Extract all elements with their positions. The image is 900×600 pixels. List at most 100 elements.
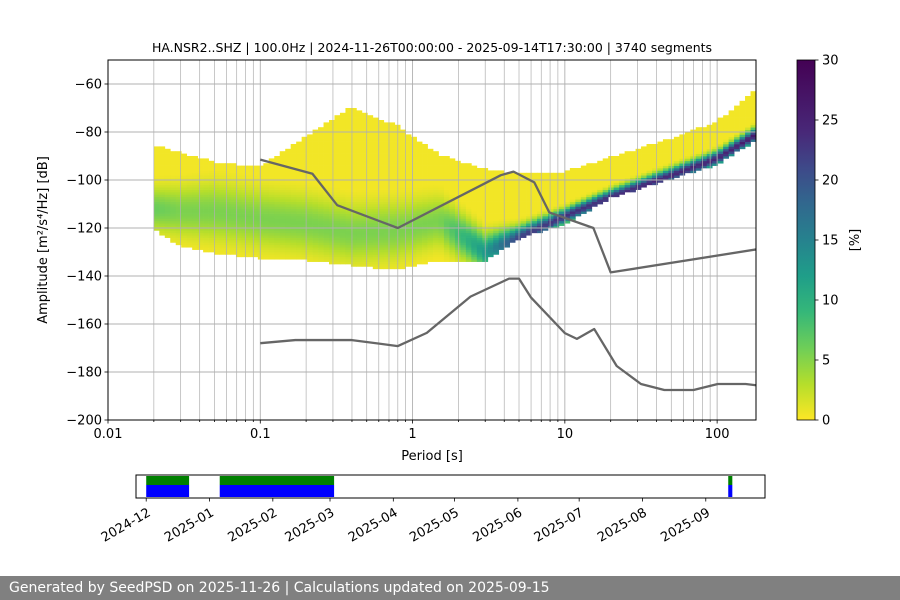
heatmap-cell — [411, 240, 417, 243]
heatmap-cell — [345, 220, 352, 224]
heatmap-cell — [175, 225, 182, 229]
heatmap-cell — [186, 158, 193, 162]
heatmap-cell — [203, 218, 209, 222]
heatmap-cell — [646, 165, 653, 169]
heatmap-cell — [378, 148, 385, 152]
heatmap-cell — [471, 206, 478, 210]
heatmap-cell — [285, 223, 292, 226]
heatmap-cell — [389, 235, 396, 238]
heatmap-cell — [279, 218, 286, 222]
heatmap-cell — [225, 165, 231, 169]
heatmap-cell — [449, 182, 456, 186]
heatmap-cell — [449, 225, 456, 229]
heatmap-cell — [662, 165, 669, 169]
heatmap-cell — [350, 110, 357, 114]
heatmap-cell — [723, 148, 729, 152]
heatmap-cell — [591, 192, 598, 195]
heatmap-cell — [252, 240, 259, 243]
heatmap-cell — [329, 146, 335, 150]
heatmap-cell — [515, 230, 521, 234]
heatmap-cell — [329, 225, 335, 229]
heatmap-cell — [307, 201, 313, 205]
heatmap-cell — [553, 204, 560, 207]
heatmap-cell — [219, 187, 226, 190]
heatmap-cell — [657, 170, 664, 174]
heatmap-cell — [290, 249, 297, 253]
heatmap-cell — [734, 146, 740, 150]
heatmap-cell — [476, 182, 483, 186]
heatmap-cell — [449, 180, 456, 183]
heatmap-cell — [339, 139, 346, 142]
heatmap-cell — [274, 199, 281, 202]
heatmap-cell — [635, 148, 642, 152]
heatmap-cell — [706, 158, 713, 162]
heatmap-cell — [339, 165, 346, 169]
heatmap-cell — [745, 117, 751, 121]
heatmap-cell — [230, 206, 237, 210]
heatmap-cell — [400, 153, 406, 157]
heatmap-cell — [235, 177, 242, 181]
coverage-date-ticks: 2024-12 2025-01 2025-02 2025-03 2025-04 2025-… — [99, 498, 713, 546]
heatmap-cell — [164, 218, 171, 222]
heatmap-cell — [701, 134, 708, 138]
heatmap-cell — [312, 211, 319, 214]
heatmap-cell — [504, 204, 511, 207]
heatmap-cell — [290, 180, 297, 183]
heatmap-cell — [433, 170, 439, 174]
heatmap-cell — [285, 237, 292, 241]
heatmap-cell — [657, 151, 664, 154]
heatmap-cell — [460, 223, 467, 226]
heatmap-cell — [411, 194, 417, 198]
heatmap-cell — [422, 165, 428, 169]
heatmap-cell — [208, 228, 215, 231]
heatmap-cell — [695, 165, 702, 169]
heatmap-cell — [564, 192, 571, 195]
heatmap-cell — [465, 196, 472, 200]
heatmap-cell — [454, 211, 461, 214]
heatmap-cell — [164, 165, 171, 169]
heatmap-cell — [476, 199, 483, 202]
heatmap-cell — [372, 254, 379, 258]
heatmap-cell — [411, 213, 417, 217]
heatmap-cell — [465, 237, 472, 241]
heatmap-cell — [471, 252, 478, 255]
heatmap-cell — [339, 136, 346, 140]
heatmap-cell — [597, 172, 604, 176]
heatmap-cell — [575, 180, 582, 183]
heatmap-cell — [558, 177, 565, 181]
heatmap-cell — [372, 170, 379, 174]
heatmap-cell — [323, 240, 330, 243]
heatmap-cell — [542, 223, 549, 226]
heatmap-cell — [405, 153, 412, 157]
heatmap-cell — [586, 196, 593, 200]
heatmap-cell — [203, 208, 209, 212]
heatmap-cell — [334, 165, 341, 169]
heatmap-cell — [706, 160, 713, 164]
heatmap-cell — [597, 168, 604, 171]
heatmap-cell — [427, 172, 434, 176]
heatmap-cell — [323, 165, 330, 169]
heatmap-cell — [745, 115, 751, 118]
heatmap-cell — [214, 232, 220, 236]
heatmap-cell — [175, 168, 182, 171]
heatmap-cell — [526, 232, 532, 236]
heatmap-cell — [454, 182, 461, 186]
heatmap-cell — [296, 158, 302, 162]
heatmap-cell — [739, 120, 746, 123]
heatmap-cell — [164, 168, 171, 171]
heatmap-cell — [285, 189, 292, 193]
heatmap-cell — [389, 220, 396, 224]
heatmap-cell — [657, 163, 664, 166]
heatmap-cell — [219, 244, 226, 248]
heatmap-cell — [520, 216, 527, 219]
heatmap-cell — [471, 216, 478, 219]
heatmap-cell — [312, 144, 319, 147]
heatmap-cell — [449, 189, 456, 193]
heatmap-cell — [520, 192, 527, 195]
heatmap-cell — [405, 177, 412, 181]
heatmap-cell — [203, 242, 209, 246]
heatmap-cell — [580, 201, 587, 205]
heatmap-cell — [279, 211, 286, 214]
heatmap-cell — [290, 194, 297, 198]
heatmap-cell — [531, 228, 538, 231]
